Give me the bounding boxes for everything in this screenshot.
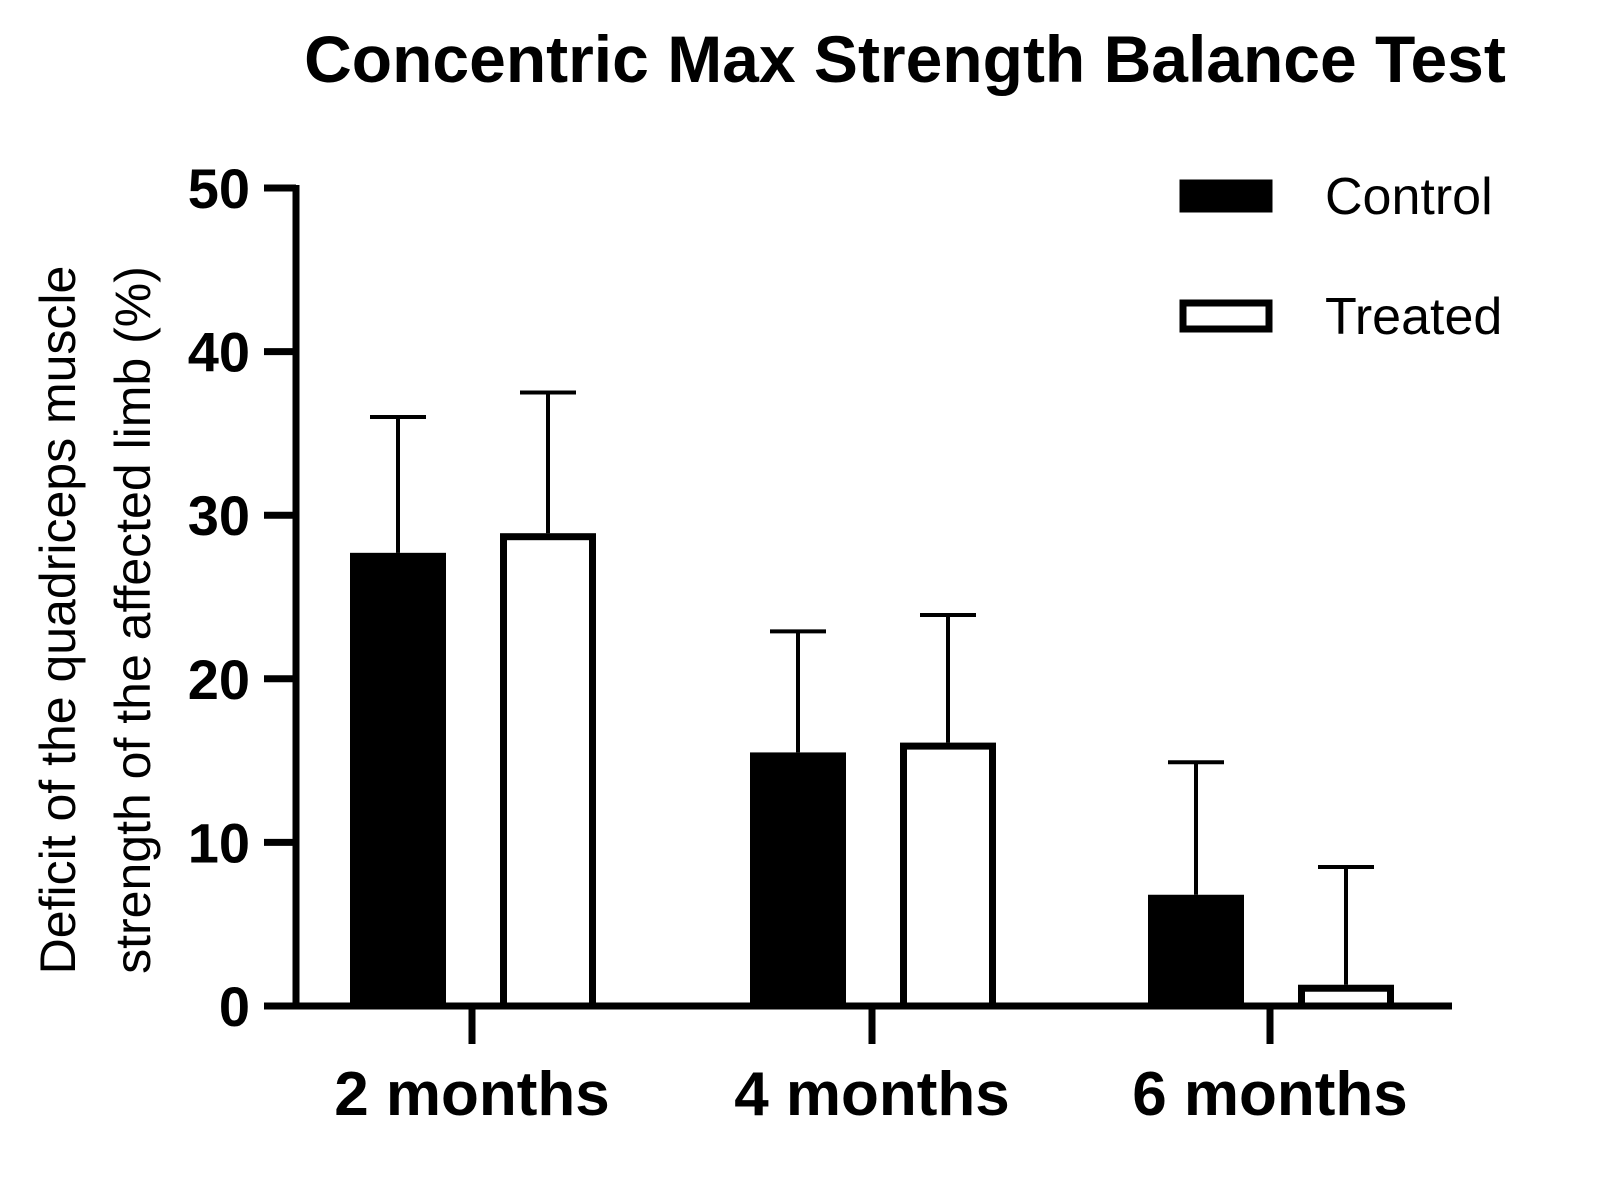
legend: Control Treated (1179, 168, 1502, 346)
legend-label-control: Control (1325, 168, 1493, 226)
axes: 0 10 20 30 40 50 2 months 4 months 6 months (188, 157, 1452, 1129)
bar-control-3 (1148, 894, 1244, 1010)
bar-treated-2 (900, 742, 996, 1010)
y-tick-label-30: 30 (188, 484, 250, 547)
y-axis-label-line-2: strength of the affected limb (%) (105, 266, 161, 974)
legend-swatch-treated (1179, 299, 1273, 333)
bar-treated-1 (500, 533, 596, 1010)
y-tick-label-50: 50 (188, 157, 250, 220)
y-axis-label: Deficit of the quadriceps muscle strengt… (30, 266, 161, 975)
y-tick-label-0: 0 (219, 975, 250, 1038)
bar-control-1 (350, 552, 446, 1010)
x-category-label-2: 4 months (734, 1060, 1010, 1129)
y-tick-label-10: 10 (188, 811, 250, 874)
x-category-label-1: 2 months (334, 1060, 610, 1129)
y-tick-label-20: 20 (188, 648, 250, 711)
y-axis-label-line-1: Deficit of the quadriceps muscle (30, 266, 86, 975)
legend-swatch-control (1179, 179, 1273, 213)
legend-label-treated: Treated (1325, 288, 1502, 346)
y-tick-label-40: 40 (188, 321, 250, 384)
plot-area (350, 390, 1394, 1010)
chart-title: Concentric Max Strength Balance Test (304, 22, 1506, 96)
bar-control-2 (750, 752, 846, 1010)
x-category-label-3: 6 months (1132, 1060, 1408, 1129)
